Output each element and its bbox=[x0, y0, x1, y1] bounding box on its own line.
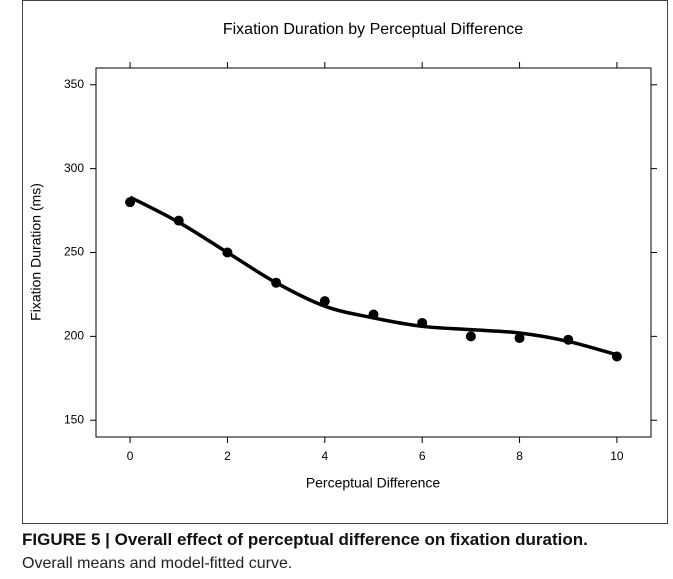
y-tick-label: 200 bbox=[64, 329, 84, 343]
x-tick-label: 6 bbox=[419, 449, 426, 463]
x-tick-label: 10 bbox=[610, 449, 624, 463]
x-tick-label: 0 bbox=[127, 449, 134, 463]
chart-title: Fixation Duration by Perceptual Differen… bbox=[223, 21, 523, 38]
chart: Fixation Duration by Perceptual Differen… bbox=[22, 0, 668, 524]
point bbox=[514, 333, 525, 344]
point bbox=[465, 331, 476, 342]
fitted-curve bbox=[129, 195, 618, 357]
y-tick-label: 350 bbox=[64, 77, 84, 91]
y-tick-label: 250 bbox=[64, 245, 84, 259]
y-axis-label: Fixation Duration (ms) bbox=[28, 183, 44, 321]
x-tick-label: 2 bbox=[224, 449, 231, 463]
y-tick-label: 300 bbox=[64, 161, 84, 175]
frame bbox=[22, 0, 668, 524]
plot-box bbox=[95, 67, 652, 438]
caption-text: Overall means and model-fitted curve. bbox=[22, 555, 293, 572]
x-axis-label: Perceptual Difference bbox=[306, 475, 441, 491]
x-tick-label: 4 bbox=[321, 449, 328, 463]
caption-title: FIGURE 5 | Overall effect of perceptual … bbox=[22, 530, 588, 549]
x-tick-label: 8 bbox=[516, 449, 523, 463]
y-tick-label: 150 bbox=[64, 412, 84, 426]
